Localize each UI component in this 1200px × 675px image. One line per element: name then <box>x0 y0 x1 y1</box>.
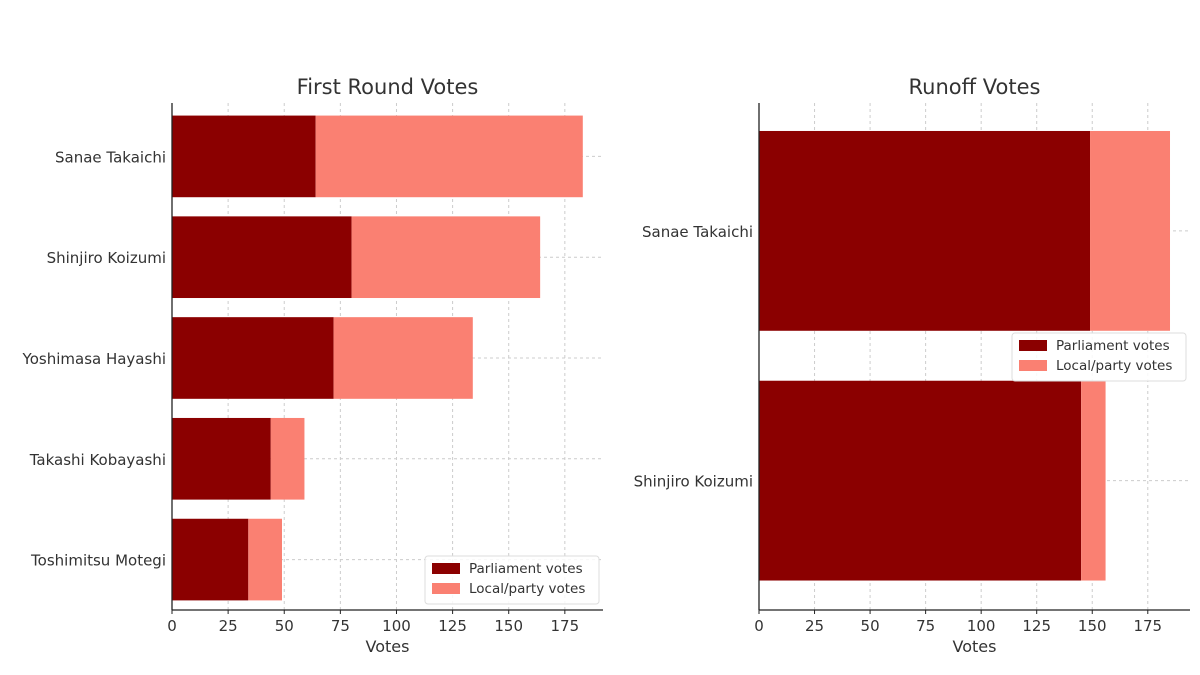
bar-local <box>315 115 583 198</box>
chart-title: First Round Votes <box>297 75 479 99</box>
legend-label: Parliament votes <box>469 561 583 577</box>
y-tick-label: Shinjiro Koizumi <box>47 249 166 267</box>
x-tick-label: 125 <box>1022 617 1051 635</box>
legend: Parliament votes Local/party votes <box>424 555 600 605</box>
x-tick-label: 0 <box>754 617 764 635</box>
bar-local <box>351 216 541 299</box>
legend-label: Local/party votes <box>1056 358 1172 374</box>
x-tick-label: 100 <box>967 617 996 635</box>
chart-title: Runoff Votes <box>909 75 1041 99</box>
x-tick-label: 175 <box>1133 617 1162 635</box>
chart-first-round: Sanae Takaichi Shinjiro Koizumi Yoshimasa … <box>22 75 603 656</box>
x-tick-label: 25 <box>805 617 824 635</box>
x-tick-label: 0 <box>167 617 177 635</box>
y-tick-label: Takashi Kobayashi <box>29 451 166 469</box>
x-tick-label: 150 <box>1078 617 1107 635</box>
bar-parliament <box>759 130 1091 331</box>
x-tick-label: 100 <box>382 617 411 635</box>
legend-box <box>424 555 600 605</box>
bar-local <box>248 518 282 601</box>
bar-local <box>1090 130 1171 331</box>
bar-local <box>270 417 305 500</box>
legend-swatch-parliament <box>1019 340 1047 351</box>
x-tick-label: 25 <box>219 617 238 635</box>
x-tick-label: 50 <box>861 617 880 635</box>
x-tick-label: 75 <box>916 617 935 635</box>
bar-local <box>1081 380 1106 581</box>
legend-label: Local/party votes <box>469 581 585 597</box>
x-tick-label: 50 <box>275 617 294 635</box>
x-tick-label: 75 <box>331 617 350 635</box>
x-axis-label: Votes <box>366 637 410 656</box>
legend-label: Parliament votes <box>1056 338 1170 354</box>
x-axis-label: Votes <box>953 637 997 656</box>
bar-parliament <box>172 115 316 198</box>
bar-parliament <box>172 518 249 601</box>
legend-box <box>1011 332 1187 382</box>
x-tick-label: 175 <box>551 617 580 635</box>
y-tick-label: Sanae Takaichi <box>642 223 753 241</box>
x-tick-label: 125 <box>438 617 467 635</box>
y-tick-label: Yoshimasa Hayashi <box>22 350 166 368</box>
bar-local <box>333 317 473 399</box>
bar-parliament <box>759 380 1082 581</box>
chart-runoff: Sanae Takaichi Shinjiro Koizumi 0 25 50 75 100… <box>634 75 1190 656</box>
bar-parliament <box>172 216 352 299</box>
legend-swatch-local <box>1019 360 1047 371</box>
legend-swatch-local <box>432 583 460 594</box>
y-tick-label: Toshimitsu Motegi <box>30 552 166 570</box>
legend-swatch-parliament <box>432 563 460 574</box>
y-tick-label: Sanae Takaichi <box>55 148 166 166</box>
y-tick-label: Shinjiro Koizumi <box>634 473 753 491</box>
bar-parliament <box>172 317 334 399</box>
legend: Parliament votes Local/party votes <box>1011 332 1187 382</box>
x-tick-label: 150 <box>494 617 523 635</box>
bar-parliament <box>172 417 271 500</box>
